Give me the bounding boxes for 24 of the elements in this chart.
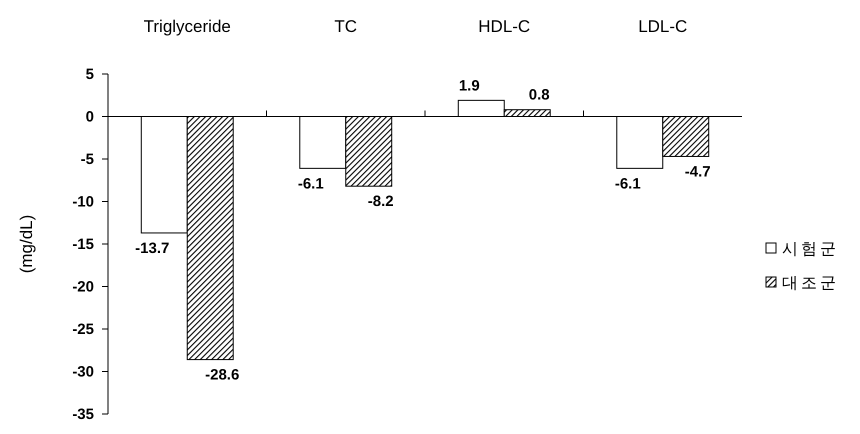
data-label: -8.2 <box>368 193 394 210</box>
legend-label: 대조군 <box>782 275 839 292</box>
y-tick-label: -10 <box>72 194 94 210</box>
x-tick-label: Triglyceride <box>144 17 231 36</box>
y-tick-label: 0 <box>86 108 94 126</box>
y-tick-label: -15 <box>72 236 94 253</box>
y-tick-label: -20 <box>72 278 94 296</box>
y-axis-title: (mg/dL) <box>17 214 36 274</box>
x-tick-label: HDL-C <box>478 17 530 36</box>
data-label: -28.6 <box>205 366 240 384</box>
y-tick-label: 5 <box>86 66 94 83</box>
data-label: -4.7 <box>684 163 711 180</box>
legend-label: 시험군 <box>782 241 839 258</box>
data-label: -6.1 <box>614 175 641 192</box>
data-label: 0.8 <box>528 86 550 104</box>
data-label: 1.9 <box>458 77 480 94</box>
y-tick-label: -25 <box>72 321 94 338</box>
y-tick-label: -5 <box>80 151 94 168</box>
data-label: -13.7 <box>135 240 170 257</box>
y-tick-label: -35 <box>72 406 94 423</box>
data-label: -6.1 <box>298 175 324 192</box>
x-tick-label: TC <box>334 17 358 36</box>
y-tick-label: -30 <box>72 364 94 380</box>
x-tick-label: LDL-C <box>638 17 688 36</box>
